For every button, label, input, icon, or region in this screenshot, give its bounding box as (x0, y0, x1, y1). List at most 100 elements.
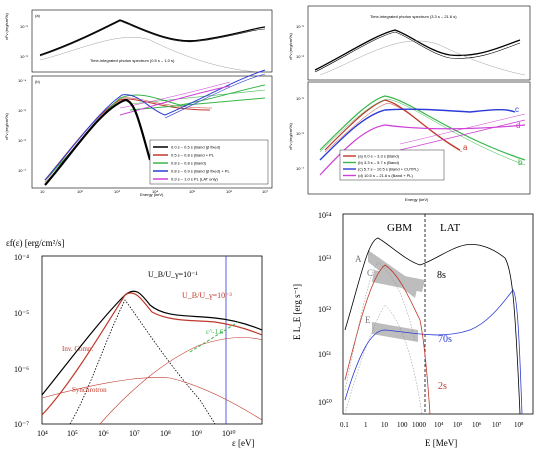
plot-frame-b (31, 75, 273, 189)
curve-bl-ratio3 (41, 292, 263, 416)
xlabel-tr: Energy (keV) (405, 197, 429, 202)
xtick-bl-0: 10⁴ (37, 429, 48, 438)
xtick-br-3: 100 (397, 421, 408, 429)
curve-tr-a-err (324, 102, 463, 153)
legend-item-tl-1: 0.5 s – 0.8 s (Band + PL (171, 153, 215, 158)
label-slope: ε^-1.6 (206, 328, 224, 336)
label-b: (b) (35, 79, 41, 84)
xtick-br-7: 10⁶ (472, 421, 482, 429)
ytick-tr-top-1: 10⁻⁶ (296, 54, 305, 59)
curve-tr-b-err (319, 98, 526, 166)
xlabel-br: E [MeV] (425, 438, 457, 448)
xtick-br-1: 1 (364, 421, 368, 429)
curve-br-dotted-2 (344, 304, 423, 415)
xtick-bl-3: 10⁷ (129, 429, 140, 438)
xtick-br-0: 0.1 (340, 421, 349, 429)
curve-tag-d: d (516, 121, 520, 130)
xtick-br-9: 10⁸ (514, 421, 524, 429)
curve-label-E: E (365, 315, 371, 325)
curve-tr-b (319, 95, 526, 161)
label-synchrotron: Synchrotron (72, 386, 107, 394)
curve-tr-c (319, 108, 516, 161)
xtick-br-5: 10⁴ (434, 421, 444, 429)
curve-integrated-tl (39, 19, 266, 56)
ylabel-br: E L_E [erg s⁻¹] (292, 284, 302, 340)
plot-frame-tr-top (307, 5, 531, 81)
xtick-tl-0: 10 (40, 189, 45, 194)
curve-component-tl (39, 37, 261, 73)
xticks-tl: 10 10² 10³ 10⁴ 10⁵ 10⁶ 10⁷ (40, 189, 268, 194)
ytick-bl-3: 10⁻⁷ (14, 420, 29, 429)
region-lat: LAT (440, 222, 460, 234)
panel-bottom-left: εf(ε) [erg/cm²/s] ε [eV] 10⁻⁴ 10⁻⁵ 10⁻⁶ … (6, 238, 263, 448)
ytick-bl-2: 10⁻⁶ (14, 365, 29, 374)
xtick-bl-1: 10⁵ (67, 429, 78, 438)
curve-tr-d-pl (399, 119, 526, 151)
ytick-bl-0: 10⁻⁴ (14, 253, 29, 262)
xtick-tl-5: 10⁶ (226, 189, 232, 194)
ylabel-tl-a: νFν (erg/cm²/s) (4, 12, 9, 40)
ytick-tl-b-0: 10⁻⁴ (18, 78, 27, 83)
spectrum-title-tl: Time-integrated photon spectrum (0.5 s –… (90, 58, 175, 63)
curve-bl-ratio1 (41, 290, 263, 396)
label-ratio3: U_B/U_γ=10⁻³ (182, 291, 232, 300)
ytick-br-3: 10⁵¹ (318, 350, 332, 359)
curve-component-tr (319, 40, 526, 76)
curve-bl-synchrotron (41, 377, 263, 421)
legend-tr (339, 149, 445, 181)
curve-tl-black (44, 98, 152, 186)
curve-integrated-tr (314, 29, 521, 71)
xlabel-tl: Energy (keV) (140, 192, 164, 197)
xtick-bl-6: 10¹⁰ (222, 429, 236, 438)
label-invcomp: Inv. Comp. (62, 345, 93, 353)
ylabel-tl-b: νFν (erg/cm²/s) (4, 112, 9, 140)
xtick-bl-5: 10⁹ (191, 429, 202, 438)
curve-integrated-tr-err (314, 31, 521, 73)
panel-top-left: (a) Time-integrated photon spectrum (0.5… (4, 9, 273, 197)
plot-frame-tr-bottom (307, 81, 531, 195)
ytick-tr-top-0: 10⁻⁵ (296, 24, 305, 29)
label-ratio1: U_B/U_γ=10⁻¹ (148, 270, 198, 279)
curve-tl-blue (44, 69, 266, 181)
curve-tl-magenta (119, 85, 231, 116)
curve-label-C: C (367, 268, 373, 278)
curve-br-dotted-1 (344, 261, 416, 391)
xlabel-bl: ε [eV] (232, 438, 255, 448)
legend-item-tl-3: 0.8 s – 0.9 s (Band (β fixed) + PL (171, 169, 230, 174)
xtick-br-6: 10⁵ (453, 421, 463, 429)
ytick-tr-bottom-0: 10⁻⁵ (296, 96, 305, 101)
legend-item-tl-0: 0.0 s – 0.5 s (Band (β fixed) (171, 145, 221, 150)
xtick-br-4: 1000 (412, 421, 427, 429)
ylabel-tr-bottom: νFν (erg/cm²/s) (288, 122, 293, 150)
region-gbm: GBM (387, 222, 412, 234)
plot-frame-br (342, 213, 534, 415)
legend-item-tr-2: (c) 5.7 s – 10.5 s (Band + CUTPL) (358, 167, 419, 172)
ytick-br-1: 10⁵³ (318, 254, 332, 263)
xtick-tl-4: 10⁵ (189, 189, 195, 194)
plot-frame-bl (41, 255, 263, 425)
xtick-tl-6: 10⁷ (262, 189, 268, 194)
legend-item-tl-2: 0.8 s – 0.8 s (Band) (171, 161, 207, 166)
curve-tr-a (324, 99, 461, 151)
legend-item-tl-4: 0.9 s – 1.0 s PL (LAT only) (171, 177, 219, 182)
curve-integrated-tl-err (39, 20, 266, 57)
legend-item-tr-3: (d) 10.5 s – 21.6 s (Band + PL) (358, 173, 413, 178)
ytick-tl-a-1: 10⁻⁶ (20, 54, 29, 59)
curve-label-2s: 2s (438, 381, 447, 392)
curve-tr-d-pl-err (399, 113, 526, 145)
curve-br-2s (344, 264, 431, 415)
curve-br-70s (344, 289, 523, 415)
ytick-tl-b-1: 10⁻⁵ (18, 108, 27, 113)
spectrum-title-tr: Time-integrated photon spectrum (3.3 s –… (370, 14, 457, 19)
legend-item-tr-0: (a) 0.0 s – 3.3 s (Band) (358, 154, 400, 159)
curve-tl-green-pl-err (129, 89, 266, 105)
curve-tag-c: c (515, 105, 519, 114)
curve-label-8s: 8s (437, 270, 446, 281)
curve-label-A: A (355, 254, 362, 264)
ytick-tl-b-3: 10⁻⁷ (18, 168, 27, 173)
xtick-bl-4: 10⁸ (160, 429, 171, 438)
curve-label-70s: 70s (438, 334, 452, 345)
curve-br-8s (344, 237, 521, 415)
legend-tl (149, 139, 269, 185)
panel-top-right: Time-integrated photon spectrum (3.3 s –… (288, 5, 531, 202)
